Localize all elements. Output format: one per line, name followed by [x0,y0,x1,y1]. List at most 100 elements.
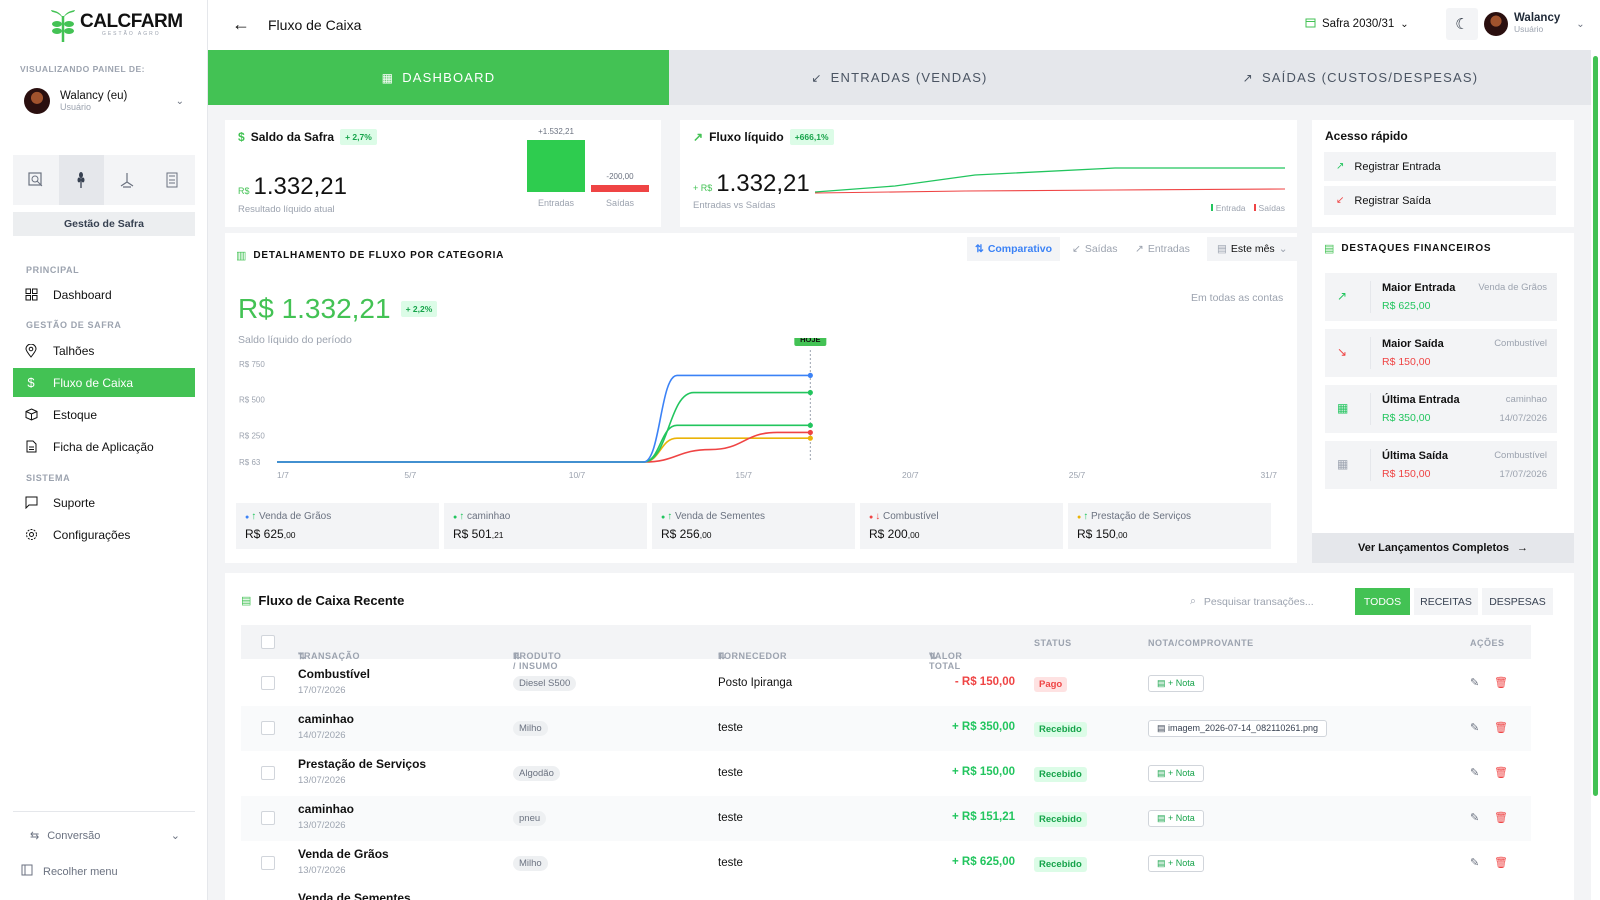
col-label: PRODUTO / INSUMO [513,651,562,671]
series-line [277,431,811,463]
table-row[interactable]: Combustível 17/07/2026 Diesel S500 Posto Ip… [241,661,1531,706]
legend-entrada: Entrada [1215,203,1246,213]
chevron-down-icon: ⌄ [175,95,184,107]
registrar-saida-label: Registrar Saída [1354,194,1431,207]
highlight-value: R$ 625,00 [1382,300,1431,312]
nota-button[interactable]: ▤ + Nota [1148,855,1204,872]
registrar-entrada-button[interactable]: ↗ Registrar Entrada [1324,152,1556,181]
saidas-bar [591,185,649,192]
nota-button[interactable]: ▤ + Nota [1148,765,1204,782]
trash-icon[interactable]: 🗑 [1494,767,1508,779]
nota-button[interactable]: ▤ + Nota [1148,810,1204,827]
filter-todos[interactable]: TODOS [1355,588,1410,615]
calculator-icon[interactable] [150,155,196,205]
table-row[interactable]: caminhao 13/07/2026 pneu teste + R$ 151,21 Re… [241,796,1531,841]
highlight-item[interactable]: ▦ Última Entrada R$ 350,00 caminhao 14/07/20… [1325,385,1557,433]
trash-icon[interactable]: 🗑 [1494,857,1508,869]
legend-card-item[interactable]: ● ↑ Prestação de Serviços R$ 150,00 [1068,503,1271,549]
row-checkbox[interactable] [261,721,275,735]
sidebar-item-ficha[interactable]: Ficha de Aplicação [13,432,195,461]
highlight-item[interactable]: ↗ Maior Entrada R$ 625,00 Venda de Grãos [1325,273,1557,321]
conversao-toggle[interactable]: ⇆ Conversão ⌄ [30,829,180,843]
table-row[interactable]: caminhao 14/07/2026 Milho teste + R$ 350,00 R… [241,706,1531,751]
panel-user-select[interactable]: Walancy (eu) Usuário ⌄ [24,84,184,118]
nota-button[interactable]: ▤ + Nota [1148,675,1204,692]
periodo-select[interactable]: ▤ Este mês ⌄ [1207,237,1298,261]
sidebar-item-suporte[interactable]: Suporte [13,488,195,517]
seg-entradas[interactable]: ↗ Entradas [1135,237,1190,261]
gestao-safra-button[interactable]: Gestão de Safra [13,212,195,236]
sidebar-item-dashboard[interactable]: Dashboard [13,280,195,309]
brand-logo[interactable]: CALCFARM GESTÃO AGRO [50,8,183,42]
col-label: TRANSAÇÃO [298,651,360,661]
seg-comparativo[interactable]: ⇅ Comparativo [967,237,1060,261]
search-input[interactable]: ⌕ Pesquisar transações... [1180,588,1325,615]
row-checkbox[interactable] [261,676,275,690]
row-produto-chip: Milho [513,721,548,736]
legend-value-main: R$ 200 [869,527,908,541]
trash-icon[interactable]: 🗑 [1494,677,1508,689]
sidebar: CALCFARM GESTÃO AGRO VISUALIZANDO PAINEL… [0,0,208,900]
legend-value: R$ 150,00 [1077,527,1262,541]
sprayer-icon[interactable] [104,155,150,205]
ver-lancamentos-button[interactable]: Ver Lançamentos Completos → [1312,533,1574,563]
edit-icon[interactable]: ✎ [1470,677,1480,689]
filter-despesas[interactable]: DESPESAS [1482,588,1553,615]
row-produto-chip: Algodão [513,766,560,781]
tab-entradas[interactable]: ↙ ENTRADAS (VENDAS) [669,50,1130,105]
edit-icon[interactable]: ✎ [1470,722,1480,734]
panel-user-name: Walancy (eu) [60,90,128,102]
select-all-checkbox[interactable] [261,635,275,649]
avatar [1484,12,1508,36]
theme-toggle-button[interactable]: ☾ [1446,8,1478,40]
legend-card-item[interactable]: ● ↑ Venda de Sementes R$ 256,00 [652,503,855,549]
search-chart-icon[interactable] [13,155,59,205]
brand-tagline: GESTÃO AGRO [101,31,161,37]
collapse-menu-button[interactable]: Recolher menu [21,864,118,879]
trending-down-icon: ↘ [1337,345,1348,359]
arrow-up-right-icon: ↗ [1336,161,1345,172]
series-line [277,391,811,463]
arrow-down-left-icon: ↙ [1336,195,1345,206]
top-header: ← Fluxo de Caixa Safra 2030/31 ⌄ ☾ Walan… [208,0,1600,50]
row-checkbox[interactable] [261,856,275,870]
user-menu[interactable]: Walancy Usuário ⌄ [1484,12,1585,36]
edit-icon[interactable]: ✎ [1470,767,1480,779]
trash-icon[interactable]: 🗑 [1494,812,1508,824]
back-arrow-icon[interactable]: ← [232,14,250,34]
status-badge: Recebido [1034,767,1087,782]
sidebar-item-fluxo-de-caixa[interactable]: $ Fluxo de Caixa [13,368,195,397]
highlight-item[interactable]: ▦ Última Saída R$ 150,00 Combustível 17/07/2… [1325,441,1557,489]
tab-saidas[interactable]: ↗ SAÍDAS (CUSTOS/DESPESAS) [1130,50,1591,105]
seg-saidas[interactable]: ↙ Saídas [1072,237,1118,261]
sidebar-item-configuracoes[interactable]: Configurações [13,520,195,549]
scrollbar[interactable] [1591,50,1600,900]
registrar-saida-button[interactable]: ↙ Registrar Saída [1324,186,1556,215]
safra-selector[interactable]: Safra 2030/31 ⌄ [1305,17,1409,31]
edit-icon[interactable]: ✎ [1470,857,1480,869]
table-row[interactable]: Venda de Grãos 13/07/2026 Milho teste + R$ 6… [241,841,1531,886]
row-checkbox[interactable] [261,811,275,825]
wheat-icon[interactable] [58,155,104,205]
tab-dashboard[interactable]: ▦ DASHBOARD [208,50,669,105]
legend-card-item[interactable]: ● ↑ caminhao R$ 501,21 [444,503,647,549]
trash-icon[interactable]: 🗑 [1494,722,1508,734]
calendar-icon: ▦ [1337,401,1349,415]
legend-card-item[interactable]: ● ↑ Venda de Grãos R$ 625,00 [236,503,439,549]
nota-button[interactable]: ▤ imagem_2026-07-14_082110261.png [1148,720,1327,737]
categoria-big-value: R$ 1.332,21 [238,293,391,324]
row-transacao: Combustível [298,667,371,681]
table-row[interactable]: Prestação de Serviços 13/07/2026 Algodão te… [241,751,1531,796]
filter-receitas[interactable]: RECEITAS [1414,588,1478,615]
recolher-label: Recolher menu [43,865,118,878]
highlight-item[interactable]: ↘ Maior Saída R$ 150,00 Combustível [1325,329,1557,377]
scrollbar-thumb[interactable] [1593,56,1598,796]
today-label: HOJE [800,338,820,344]
legend-card-item[interactable]: ● ↓ Combustível R$ 200,00 [860,503,1063,549]
sidebar-item-talhoes[interactable]: Talhões [13,336,195,365]
sidebar-item-estoque[interactable]: Estoque [13,400,195,429]
entradas-bar [527,140,585,192]
row-checkbox[interactable] [261,766,275,780]
edit-icon[interactable]: ✎ [1470,812,1480,824]
currency-label: R$ [238,186,250,196]
